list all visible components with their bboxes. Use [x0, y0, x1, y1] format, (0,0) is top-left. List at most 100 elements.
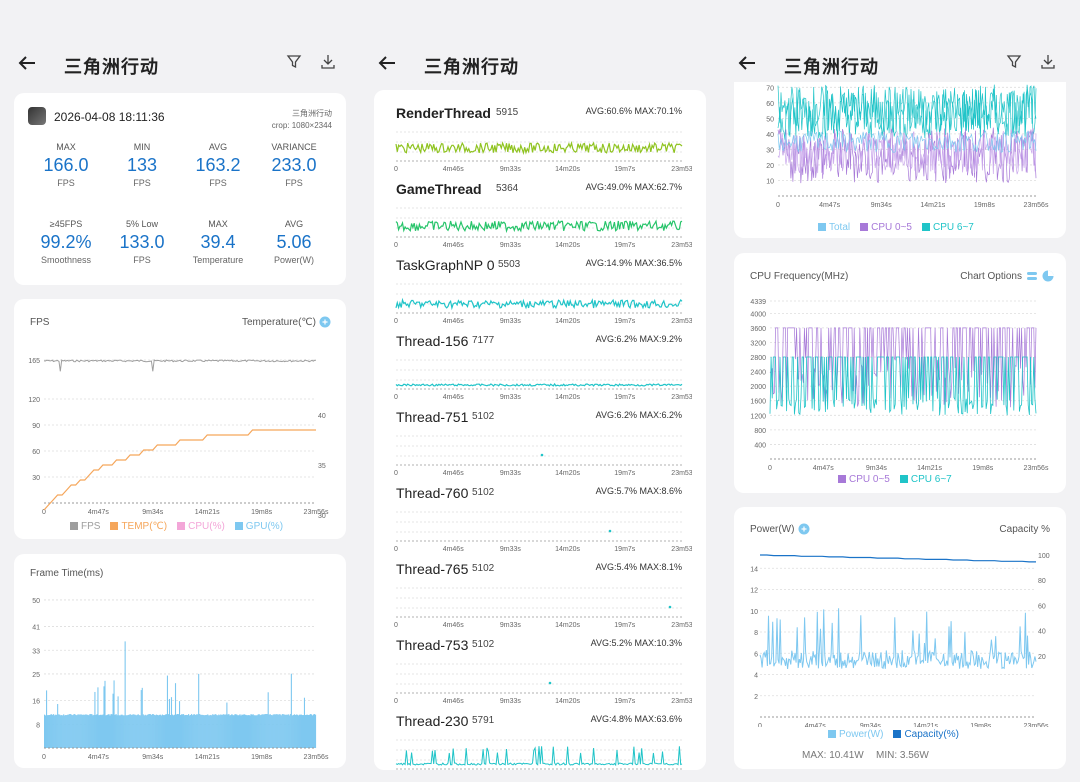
x-tick-label: 4m46s	[443, 622, 465, 629]
frame-bar	[96, 714, 98, 748]
x-tick-label: 4m46s	[443, 546, 465, 553]
filter-icon[interactable]	[1005, 53, 1023, 71]
legend-item[interactable]: CPU 6~7	[921, 222, 974, 233]
panel-cpu-power: 三角洲行动 70 60 50 40 30 20 10 0 4m47s 9m34s 14m21s 19m…	[720, 0, 1080, 782]
legend-swatch	[818, 223, 826, 231]
frame-bar	[187, 715, 189, 748]
x-tick-label: 14m20s	[555, 622, 580, 629]
stat-smoothness: ≥45FPS 99.2% Smoothness	[40, 219, 92, 265]
download-icon[interactable]	[1039, 53, 1057, 71]
frame-bar	[209, 715, 211, 748]
frame-bar	[277, 714, 279, 748]
frame-bar	[122, 715, 124, 748]
back-arrow-icon[interactable]	[16, 52, 38, 74]
legend-item[interactable]: Power(W)	[828, 729, 883, 740]
top-bar: 三角洲行动	[0, 48, 360, 82]
back-arrow-icon[interactable]	[736, 52, 758, 74]
frame-bar	[197, 714, 199, 748]
frame-bar	[123, 715, 125, 748]
frame-bar	[190, 714, 192, 748]
download-icon[interactable]	[319, 53, 337, 71]
frame-bar	[56, 714, 58, 748]
frame-bar	[305, 714, 308, 748]
frame-bar	[201, 714, 203, 748]
stat-avg-fps: AVG 163.2 FPS	[195, 142, 241, 188]
pie-icon[interactable]	[1042, 270, 1054, 282]
frame-bar	[124, 641, 126, 748]
x-tick-label: 0	[394, 622, 398, 629]
legend-item[interactable]: TEMP(℃)	[110, 521, 167, 532]
x-tick-label: 4m47s	[819, 202, 841, 209]
y-tick-label: 40	[766, 132, 774, 139]
frame-bar	[84, 714, 86, 748]
y-tick-label: 3200	[750, 340, 766, 347]
frame-bar	[159, 714, 161, 748]
thread-name: Thread-753	[396, 637, 469, 653]
x-tick-label: 0	[394, 698, 398, 705]
frame-bar	[278, 714, 280, 748]
y-tick-label: 10	[766, 178, 774, 185]
legend-label: Capacity(%)	[904, 729, 959, 740]
power-info-icon[interactable]	[798, 523, 810, 535]
legend-item[interactable]: Capacity(%)	[893, 729, 959, 740]
frame-bar	[130, 714, 132, 748]
frame-bar	[222, 714, 224, 748]
frame-bar	[92, 715, 94, 748]
temp-info-icon[interactable]	[319, 316, 331, 328]
chart-options-button[interactable]: Chart Options	[960, 271, 1022, 282]
stat-avg-power: AVG 5.06 Power(W)	[274, 219, 314, 265]
frame-bar	[273, 714, 275, 748]
frame-bar	[49, 714, 51, 748]
frame-bar	[287, 714, 289, 748]
y-tick-label: 165	[28, 358, 40, 365]
legend-item[interactable]: Total	[818, 222, 850, 233]
frame-time-card: Frame Time(ms) 50 41 33 25 16 8 0 4m47s 9m34s 14m…	[14, 554, 346, 768]
page-title: 三角洲行动	[64, 57, 159, 77]
frame-bar	[309, 714, 312, 748]
threads-card: RenderThread 5915 AVG:60.6% MAX:70.1% 0 4m46…	[374, 90, 706, 770]
layers-icon[interactable]	[1026, 270, 1038, 282]
frame-bar	[238, 715, 240, 748]
frame-bar	[142, 714, 144, 748]
frame-bar	[236, 714, 238, 748]
frame-bar	[251, 714, 253, 748]
frame-bar	[295, 714, 297, 748]
legend-item[interactable]: FPS	[70, 521, 100, 532]
y-tick-label: 2	[754, 694, 758, 701]
frame-bar	[155, 714, 157, 748]
legend-item[interactable]: CPU 0~5	[860, 222, 912, 233]
legend-item[interactable]: CPU 0~5	[838, 474, 890, 485]
frame-bar	[169, 714, 172, 748]
thread-chart: 0 4m46s 9m33s 14m20s 19m7s 23m53	[394, 663, 692, 705]
x-tick-label: 4m46s	[443, 318, 465, 325]
cpu-load-chart: 70 60 50 40 30 20 10 0 4m47s 9m34s 14m21s 19m8s 23m5…	[766, 84, 1049, 209]
thread-data-point	[548, 681, 552, 685]
frame-bar	[63, 714, 65, 748]
thread-id: 5102	[472, 487, 495, 498]
frame-bar	[306, 714, 309, 748]
frame-bar	[182, 714, 184, 748]
frame-bar	[243, 714, 245, 748]
x-tick-label: 14m21s	[195, 754, 220, 761]
legend-item[interactable]: GPU(%)	[234, 521, 283, 532]
frame-bar	[304, 715, 307, 748]
frame-bar	[192, 715, 194, 748]
thread-chart: 0 4m46s 9m33s 14m20s 19m7s 23m53	[394, 587, 692, 629]
y-tick-label: 8	[754, 630, 758, 637]
y-tick-label: 8	[36, 722, 40, 729]
legend-item[interactable]: CPU 6~7	[899, 474, 952, 485]
frame-bar	[175, 714, 178, 748]
frame-bar	[150, 714, 152, 748]
frame-time-title: Frame Time(ms)	[30, 568, 104, 579]
back-arrow-icon[interactable]	[376, 52, 398, 74]
y-tick-label: 14	[750, 566, 758, 573]
frame-bar	[144, 714, 146, 748]
frame-bar	[223, 714, 225, 748]
legend-swatch	[177, 522, 186, 530]
thread-stats: AVG:4.8% MAX:63.6%	[590, 714, 682, 724]
frame-bar	[230, 715, 232, 748]
filter-icon[interactable]	[285, 53, 303, 71]
legend-item[interactable]: CPU(%)	[177, 521, 225, 532]
frame-bar	[157, 715, 159, 748]
frame-bar	[262, 714, 264, 748]
